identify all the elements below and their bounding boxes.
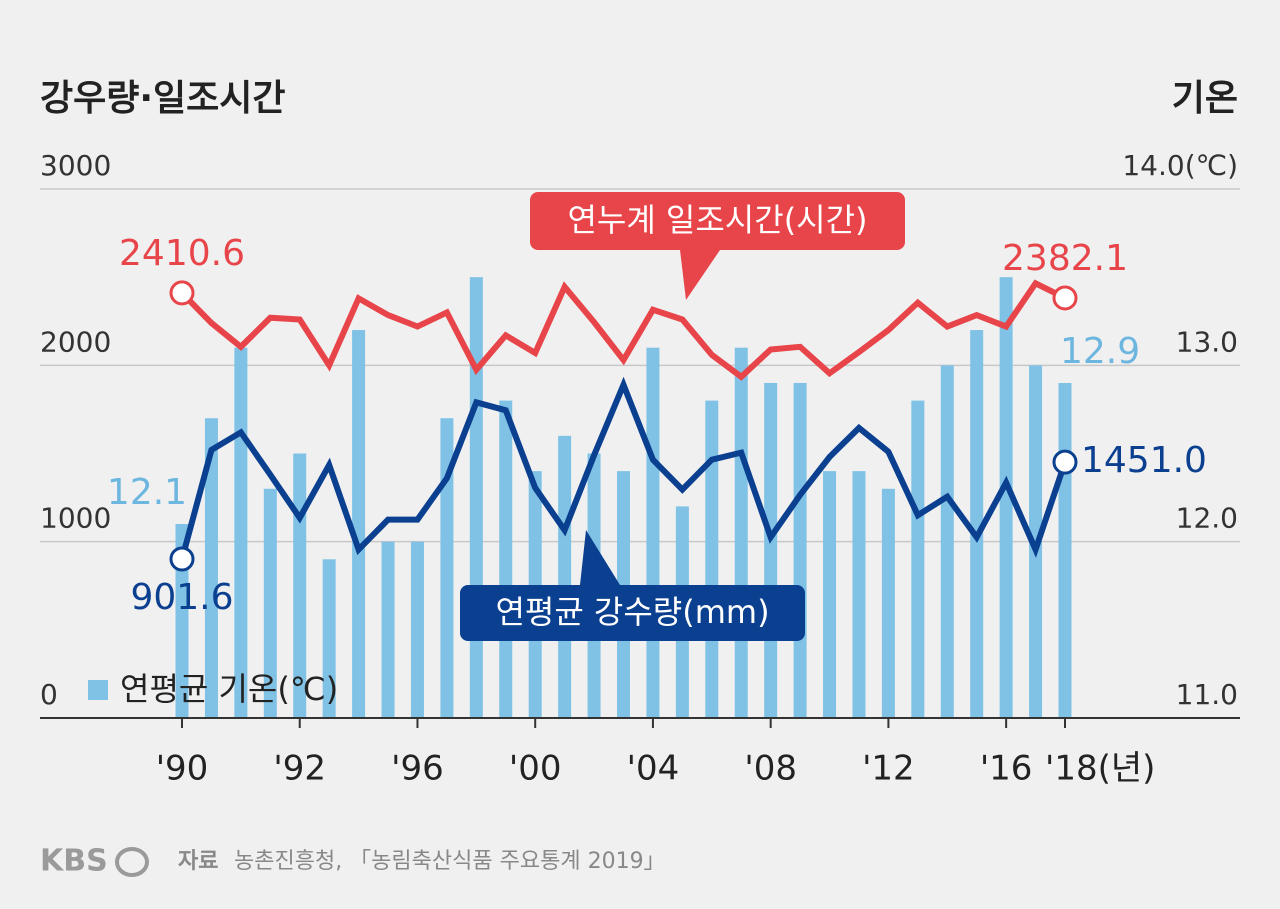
bar xyxy=(352,330,366,718)
line xyxy=(179,279,1067,381)
legend-label: 연평균 기온(℃) xyxy=(120,670,338,708)
data-label: 901.6 xyxy=(130,577,233,618)
bar xyxy=(558,435,572,718)
callout-box xyxy=(530,192,905,250)
y-tick-label: 1000 xyxy=(40,502,111,535)
bar xyxy=(705,400,719,718)
bar xyxy=(793,382,807,718)
logo: KBS xyxy=(40,844,108,879)
bar xyxy=(469,277,483,718)
bar xyxy=(646,347,660,718)
bar xyxy=(881,488,895,718)
data-label: 2382.1 xyxy=(1002,238,1128,279)
data-label: 1451.0 xyxy=(1081,440,1207,481)
x-tick-label: '18(년) xyxy=(1045,749,1155,789)
logo-mark xyxy=(115,847,149,877)
x-tick-label: '08 xyxy=(744,749,797,789)
x-tick-label: '16 xyxy=(980,749,1033,789)
bar xyxy=(499,400,513,718)
data-label: 12.9 xyxy=(1060,331,1140,372)
bar xyxy=(440,418,454,718)
bar xyxy=(263,488,277,718)
y2-tick-label: 13.0 xyxy=(1176,325,1238,358)
x-tick-label: '04 xyxy=(627,749,680,789)
bar xyxy=(999,277,1013,718)
bar xyxy=(204,418,218,718)
endpoint-marker xyxy=(169,280,195,306)
source: 농촌진흥청, 「농림축산식품 주요통계 2019」 xyxy=(234,849,666,874)
bar xyxy=(911,400,925,718)
bar xyxy=(734,347,748,718)
y-tick-label: 0 xyxy=(40,678,58,711)
data-label: 2410.6 xyxy=(119,233,245,274)
bar xyxy=(322,559,336,718)
endpoint-marker xyxy=(169,546,195,572)
y2-tick-label: 14.0(℃) xyxy=(1122,149,1238,182)
y-tick-label: 2000 xyxy=(40,325,111,358)
chart-title: 강우량·일조시간 xyxy=(40,78,286,119)
bar xyxy=(823,471,837,718)
bar xyxy=(175,524,189,718)
y-tick-label: 3000 xyxy=(40,149,111,182)
callout-pointer xyxy=(680,250,720,300)
y2-axis-title: 기온 xyxy=(1172,78,1238,119)
bar xyxy=(234,347,248,718)
endpoint-marker xyxy=(1052,449,1078,475)
legend-swatch xyxy=(88,680,108,700)
x-tick-label: '96 xyxy=(391,749,444,789)
bar xyxy=(1058,382,1072,718)
x-tick-label: '12 xyxy=(862,749,915,789)
endpoint-marker xyxy=(1052,285,1078,311)
x-tick-label: '92 xyxy=(273,749,326,789)
bar xyxy=(764,382,778,718)
x-tick-label: '90 xyxy=(156,749,209,789)
bar xyxy=(940,365,954,718)
bar xyxy=(293,453,307,718)
bar xyxy=(852,471,866,718)
bar xyxy=(381,541,395,718)
bar xyxy=(970,330,984,718)
bar xyxy=(410,541,424,718)
legend-label: 연누계 일조시간(시간) xyxy=(567,201,867,239)
callout-pointer xyxy=(580,530,620,585)
y2-tick-label: 12.0 xyxy=(1176,502,1238,535)
y2-tick-label: 11.0 xyxy=(1176,678,1238,711)
source-label: 자료 xyxy=(178,849,218,874)
line xyxy=(179,376,1068,560)
legend-label: 연평균 강수량(mm) xyxy=(495,593,769,631)
x-tick-label: '00 xyxy=(509,749,562,789)
data-label: 12.1 xyxy=(107,472,187,513)
callout-box xyxy=(460,585,805,641)
